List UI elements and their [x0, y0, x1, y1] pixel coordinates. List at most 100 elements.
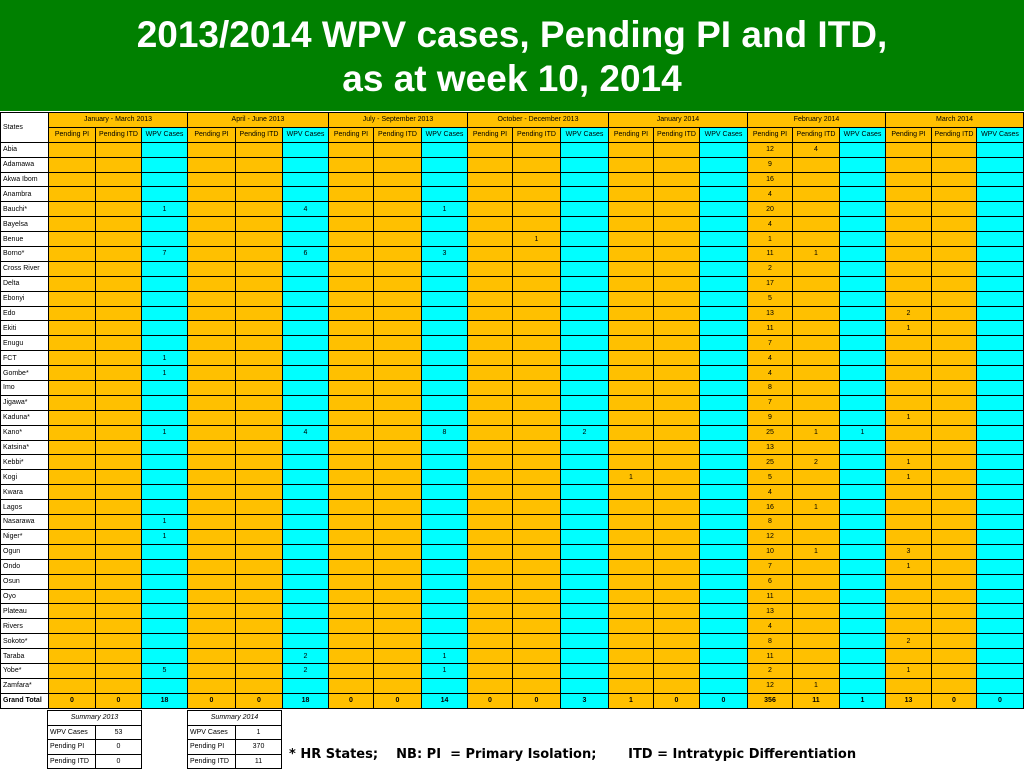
table-cell	[421, 186, 468, 203]
table-cell	[976, 305, 1024, 322]
table-cell	[699, 335, 748, 352]
table-cell	[373, 469, 422, 486]
table-cell	[653, 365, 700, 382]
table-cell	[560, 394, 609, 411]
table-cell	[839, 290, 886, 307]
table-cell	[839, 141, 886, 158]
table-cell	[187, 633, 236, 650]
table-cell	[608, 424, 654, 441]
column-header: WPV Cases	[976, 126, 1024, 143]
column-header: Pending ITD	[95, 126, 142, 143]
title-line-1: 2013/2014 WPV cases, Pending PI and ITD,	[136, 14, 888, 55]
table-cell	[235, 305, 283, 322]
table-cell	[187, 588, 236, 605]
table-cell	[467, 677, 513, 694]
table-cell	[608, 290, 654, 307]
table-cell	[512, 186, 561, 203]
table-cell	[512, 648, 561, 664]
table-cell	[839, 380, 886, 396]
table-cell	[608, 275, 654, 292]
table-cell: 2	[885, 305, 932, 322]
table-cell	[282, 514, 329, 530]
period-header: February 2014	[747, 112, 886, 128]
table-cell	[421, 499, 468, 516]
state-name: Adamawa	[0, 156, 49, 173]
table-cell	[328, 216, 374, 233]
table-cell	[653, 156, 700, 173]
table-cell	[512, 677, 561, 694]
table-cell	[235, 186, 283, 203]
summary-caption-row: Summary 2013	[47, 710, 142, 726]
table-cell	[653, 528, 700, 545]
table-cell	[792, 439, 840, 456]
table-cell	[976, 216, 1024, 233]
table-cell	[328, 231, 374, 248]
table-cell	[512, 454, 561, 471]
table-cell	[421, 335, 468, 352]
table-cell	[235, 439, 283, 456]
table-cell	[328, 260, 374, 277]
table-cell: 0	[235, 692, 283, 709]
table-cell	[328, 543, 374, 560]
table-cell	[328, 588, 374, 605]
table-cell	[839, 484, 886, 501]
table-cell	[653, 290, 700, 307]
table-cell	[235, 365, 283, 382]
table-row: Kwara 4	[0, 484, 1024, 501]
table-cell	[512, 335, 561, 352]
table-cell	[467, 320, 513, 337]
table-cell	[282, 394, 329, 411]
table-cell	[373, 558, 422, 575]
table-cell	[235, 260, 283, 277]
table-cell	[328, 141, 374, 158]
table-cell	[699, 260, 748, 277]
table-cell	[931, 290, 977, 307]
table-cell	[839, 677, 886, 694]
table-cell	[931, 320, 977, 337]
table-cell: 2	[792, 454, 840, 471]
table-cell	[931, 216, 977, 233]
column-header: Pending PI	[467, 126, 513, 143]
table-cell	[373, 454, 422, 471]
state-name: Ekiti	[0, 320, 49, 337]
table-cell: 4	[747, 365, 793, 382]
table-cell: 13	[747, 603, 793, 620]
table-cell	[931, 662, 977, 679]
table-cell	[699, 290, 748, 307]
table-cell	[839, 305, 886, 322]
table-cell	[792, 409, 840, 426]
table-cell	[792, 588, 840, 605]
table-cell	[653, 380, 700, 396]
table-cell	[885, 275, 932, 292]
table-cell	[931, 469, 977, 486]
table-cell	[608, 528, 654, 545]
table-cell	[792, 380, 840, 396]
table-cell	[328, 618, 374, 635]
table-cell	[235, 156, 283, 173]
table-cell: 0	[653, 692, 700, 709]
table-cell	[608, 335, 654, 352]
table-cell	[792, 335, 840, 352]
table-cell: 6	[282, 246, 329, 262]
period-header: January 2014	[608, 112, 748, 128]
table-cell	[373, 246, 422, 262]
table-cell	[282, 454, 329, 471]
table-cell	[653, 231, 700, 248]
state-name: Benue	[0, 231, 49, 248]
table-cell	[839, 275, 886, 292]
table-cell	[235, 201, 283, 218]
table-row: Imo 8	[0, 380, 1024, 396]
table-cell	[512, 350, 561, 367]
table-cell: 1	[792, 543, 840, 560]
column-header: Pending ITD	[235, 126, 283, 143]
table-cell: 1	[141, 528, 188, 545]
table-cell	[699, 454, 748, 471]
table-cell	[141, 499, 188, 516]
table-row: Enugu 7	[0, 335, 1024, 352]
table-cell: 1	[885, 409, 932, 426]
state-name: Akwa Ibom	[0, 171, 49, 188]
table-cell	[48, 335, 96, 352]
table-cell	[885, 260, 932, 277]
table-cell	[512, 424, 561, 441]
table-cell: 9	[747, 156, 793, 173]
